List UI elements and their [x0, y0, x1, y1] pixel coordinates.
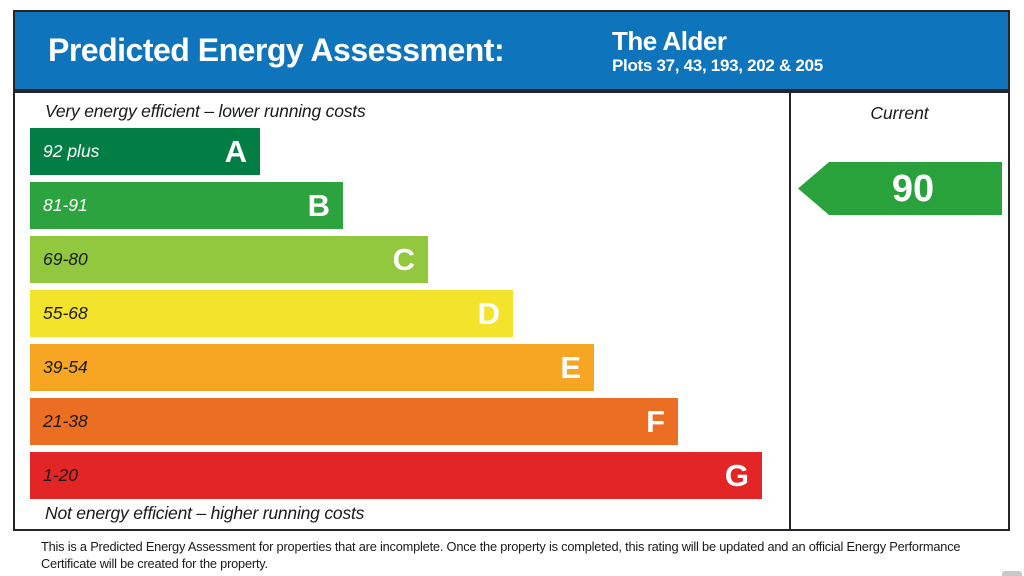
property-info: The Alder Plots 37, 43, 193, 202 & 205: [612, 26, 823, 76]
header-banner: Predicted Energy Assessment: The Alder P…: [13, 10, 1010, 91]
band-a-bar: 92 plus A: [30, 128, 260, 175]
band-f-bar: 21-38 F: [30, 398, 678, 445]
band-g-range-label: 1-20: [43, 465, 79, 485]
footer-note: This is a Predicted Energy Assessment fo…: [41, 539, 961, 572]
band-a-range-label: 92 plus: [43, 141, 100, 161]
band-d-bar: 55-68 D: [30, 290, 513, 337]
band-g-bar: 1-20 G: [30, 452, 762, 499]
current-rating-arrow: 90: [798, 162, 1002, 215]
band-e-letter: E: [560, 350, 581, 385]
footer-note-line2: Certificate will be created for the prop…: [41, 555, 268, 571]
footer-note-line1: This is a Predicted Energy Assessment fo…: [41, 539, 961, 554]
band-e-range-label: 39-54: [43, 357, 88, 377]
band-c-letter: C: [392, 242, 415, 277]
band-b-range-label: 81-91: [43, 195, 88, 215]
caption-bottom: Not energy efficient – higher running co…: [45, 503, 365, 523]
band-b-bar: 81-91 B: [30, 182, 343, 229]
rating-bands: 92 plus A 81-91 B 69-80 C 55-68 D 39-54 …: [30, 128, 762, 506]
band-c-bar: 69-80 C: [30, 236, 428, 283]
band-f-range-label: 21-38: [43, 411, 88, 431]
band-b-letter: B: [307, 188, 330, 223]
property-name: The Alder: [612, 25, 727, 56]
band-d-range-label: 55-68: [43, 303, 88, 323]
current-column-header: Current: [870, 103, 929, 123]
page-title: Predicted Energy Assessment:: [48, 32, 505, 68]
current-rating-value: 90: [891, 167, 935, 210]
rating-chart: Very energy efficient – lower running co…: [13, 91, 1010, 531]
band-f-letter: F: [646, 404, 665, 439]
current-column-divider: [789, 93, 791, 529]
band-d-letter: D: [477, 296, 500, 331]
band-e-bar: 39-54 E: [30, 344, 594, 391]
caption-top: Very energy efficient – lower running co…: [45, 101, 366, 121]
band-g-letter: G: [724, 458, 749, 493]
property-plots: Plots 37, 43, 193, 202 & 205: [612, 55, 823, 75]
cropped-logo-artifact: [1002, 571, 1022, 576]
band-a-letter: A: [224, 134, 247, 169]
band-c-range-label: 69-80: [43, 249, 88, 269]
